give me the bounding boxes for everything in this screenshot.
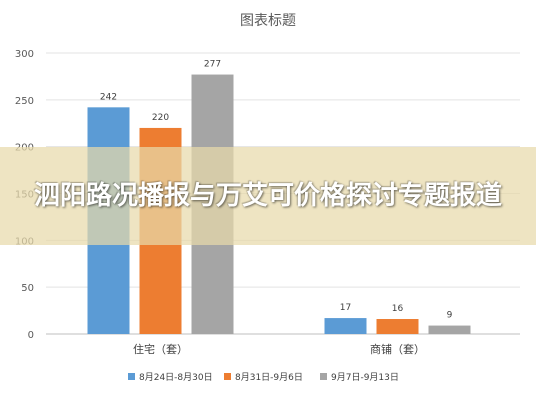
data-label: 17: [340, 303, 351, 313]
y-tick-label: 250: [15, 96, 34, 107]
legend-swatch: [320, 373, 327, 380]
x-axis-categories: 住宅（套） 商铺（套）: [133, 342, 425, 356]
data-labels: 242 220 277 17 16 9: [100, 60, 453, 321]
y-tick-label: 0: [28, 330, 34, 341]
data-label: 16: [392, 304, 404, 314]
data-label: 277: [204, 60, 221, 70]
legend-label: 8月31日-9月6日: [235, 372, 303, 383]
legend-swatch: [128, 373, 135, 380]
data-label: 9: [447, 311, 453, 321]
legend: 8月24日-8月30日 8月31日-9月6日 9月7日-9月13日: [128, 372, 399, 383]
bar: [324, 318, 367, 334]
legend-label: 8月24日-8月30日: [139, 372, 213, 383]
headline-title: 泗阳路况播报与万艾可价格探讨专题报道: [33, 181, 502, 211]
y-tick-label: 300: [15, 49, 34, 60]
bar: [428, 325, 471, 334]
data-label: 242: [100, 92, 117, 102]
headline-banner: 泗阳路况播报与万艾可价格探讨专题报道: [0, 147, 536, 245]
chart-title: 图表标题: [240, 13, 296, 29]
legend-label: 9月7日-9月13日: [331, 372, 399, 383]
bar: [376, 319, 419, 334]
legend-swatch: [224, 373, 231, 380]
y-tick-label: 50: [21, 283, 34, 294]
category-label: 住宅（套）: [133, 342, 188, 356]
category-label: 商铺（套）: [370, 342, 425, 356]
data-label: 220: [152, 113, 169, 123]
